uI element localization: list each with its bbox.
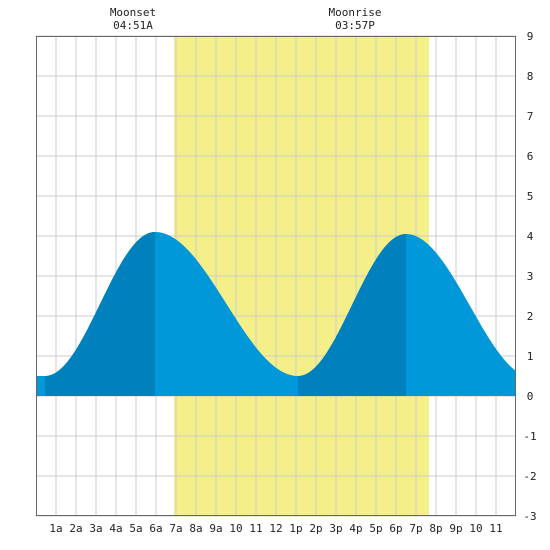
x-tick-label: 12 [269,522,282,535]
x-tick-label: 8p [429,522,442,535]
x-tick-label: 11 [249,522,262,535]
x-tick-label: 2a [69,522,82,535]
y-tick-label: 2 [527,310,534,323]
x-tick-label: 10 [469,522,482,535]
y-tick-label: 6 [527,150,534,163]
x-tick-label: 3p [329,522,342,535]
y-tick-label: 4 [527,230,534,243]
x-tick-label: 4a [109,522,122,535]
x-tick-label: 5p [369,522,382,535]
x-tick-label: 4p [349,522,362,535]
x-tick-label: 11 [489,522,502,535]
tide-layer [36,232,516,396]
x-tick-label: 9p [449,522,462,535]
x-tick-label: 10 [229,522,242,535]
y-tick-label: -2 [523,470,536,483]
x-tick-label: 8a [189,522,202,535]
moon-event-time: 03:57P [335,19,375,32]
x-tick-label: 6p [389,522,402,535]
x-tick-label: 7a [169,522,182,535]
y-tick-label: 9 [527,30,534,43]
x-tick-label: 1p [289,522,302,535]
y-tick-label: 1 [527,350,534,363]
x-tick-label: 5a [129,522,142,535]
x-tick-label: 7p [409,522,422,535]
x-tick-label: 1a [49,522,62,535]
y-tick-label: -3 [523,510,536,523]
x-tick-label: 2p [309,522,322,535]
y-tick-label: 5 [527,190,534,203]
y-tick-label: 8 [527,70,534,83]
labels-layer: 1a 2a 3a 4a 5a 6a 7a 8a 9a 10 11 12 1p 2p 3p 4p 5p 6p 7p 8p… [49,6,536,535]
x-tick-label: 6a [149,522,162,535]
tide-area-rising [298,234,406,396]
plot-frame [36,36,516,516]
moon-event-time: 04:51A [113,19,153,32]
y-tick-label: 3 [527,270,534,283]
y-tick-label: 0 [527,390,534,403]
y-tick-label: 7 [527,110,534,123]
x-tick-label: 3a [89,522,102,535]
x-tick-label: 9a [209,522,222,535]
moon-event-title: Moonrise [329,6,382,19]
moon-event-title: Moonset [110,6,156,19]
tide-area-rising [45,232,155,396]
y-tick-label: -1 [523,430,536,443]
